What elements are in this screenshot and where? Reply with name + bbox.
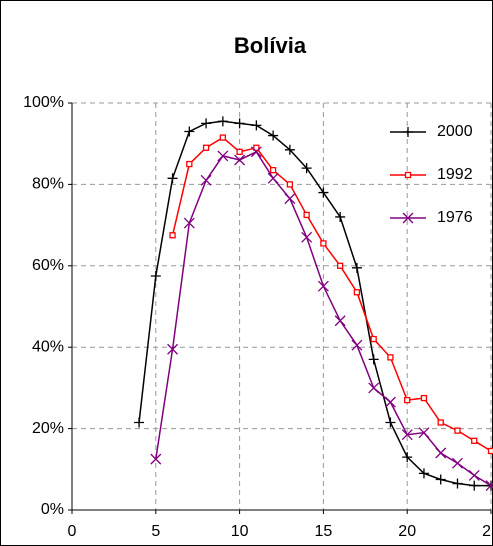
marker <box>318 187 329 198</box>
marker <box>418 468 429 479</box>
marker <box>404 396 411 404</box>
marker <box>186 160 193 168</box>
marker <box>403 127 413 137</box>
x-tick-label: 15 <box>315 523 333 540</box>
y-tick-label: 0% <box>41 501 64 518</box>
marker <box>370 335 377 343</box>
marker <box>402 212 414 224</box>
marker <box>402 452 413 463</box>
x-tick-label: 10 <box>231 523 249 540</box>
marker <box>487 447 493 455</box>
y-tick-label: 100% <box>23 94 64 111</box>
y-tick-label: 60% <box>32 257 64 274</box>
marker <box>251 120 262 131</box>
marker <box>385 417 396 428</box>
marker <box>485 480 493 492</box>
marker <box>286 181 294 188</box>
marker <box>471 437 478 444</box>
marker <box>200 174 212 186</box>
marker <box>469 480 480 491</box>
chart-title: Bolívia <box>234 33 307 58</box>
marker <box>150 270 161 281</box>
legend-label: 1976 <box>437 209 473 226</box>
marker <box>452 478 463 489</box>
marker <box>368 382 380 394</box>
marker <box>284 193 296 205</box>
marker <box>435 474 446 485</box>
marker <box>201 118 212 129</box>
marker <box>134 417 145 428</box>
x-tick-label: 25 <box>482 523 493 540</box>
marker <box>167 173 178 184</box>
marker <box>337 262 344 269</box>
x-tick-label: 20 <box>398 523 416 540</box>
x-tick-label: 0 <box>68 523 77 540</box>
marker <box>202 144 210 151</box>
marker <box>268 130 279 141</box>
marker <box>234 154 246 166</box>
marker <box>301 231 313 243</box>
marker <box>303 211 310 219</box>
marker <box>184 126 195 137</box>
marker <box>169 232 176 239</box>
y-tick-label: 80% <box>32 176 64 193</box>
marker <box>353 289 361 296</box>
series-line <box>138 120 491 487</box>
marker <box>351 339 363 351</box>
marker <box>267 172 279 184</box>
marker <box>284 144 295 155</box>
marker <box>236 148 243 155</box>
marker <box>167 343 179 355</box>
marker <box>418 427 430 439</box>
marker <box>387 354 394 361</box>
legend-label: 1992 <box>437 166 473 183</box>
marker <box>454 427 461 434</box>
marker <box>437 419 444 426</box>
marker <box>420 394 428 402</box>
marker <box>234 118 245 129</box>
marker <box>219 134 226 141</box>
y-tick-label: 20% <box>32 420 64 437</box>
marker <box>317 280 329 292</box>
marker <box>435 447 447 459</box>
marker <box>335 211 346 222</box>
marker <box>217 150 229 162</box>
marker <box>452 457 463 469</box>
marker <box>404 171 412 179</box>
marker <box>351 262 362 273</box>
marker <box>269 167 277 174</box>
marker <box>253 144 260 151</box>
marker <box>150 453 162 465</box>
marker <box>320 240 327 247</box>
marker <box>401 429 413 441</box>
legend-label: 2000 <box>437 123 473 140</box>
marker <box>368 354 379 365</box>
x-tick-label: 5 <box>151 523 160 540</box>
marker <box>468 469 480 481</box>
marker <box>334 315 346 327</box>
y-tick-label: 40% <box>32 338 64 355</box>
marker <box>250 146 262 158</box>
marker <box>217 116 228 127</box>
marker <box>301 163 312 174</box>
marker <box>384 396 396 408</box>
marker <box>183 217 195 229</box>
